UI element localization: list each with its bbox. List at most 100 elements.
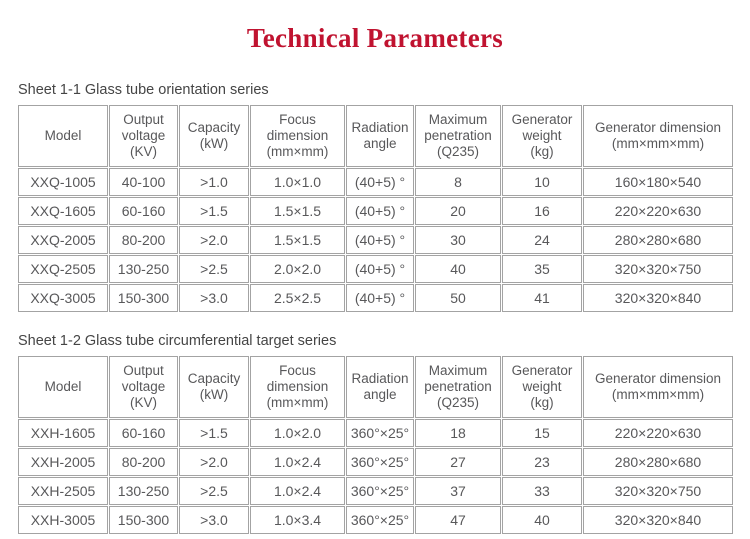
column-header-line: weight [522,128,562,143]
column-header-line: Output [123,363,164,378]
table-cell: (40+5) ° [346,226,414,254]
column-header-line: Generator dimension [594,371,722,386]
column-header-line: penetration [424,128,492,143]
table-cell: >2.5 [179,255,249,283]
column-header-focus-dimension: Focus dimension (mm×mm) [250,105,345,167]
column-header-radiation-angle: Radiation angle [346,105,414,167]
table-cell: >2.0 [179,226,249,254]
column-header-generator-dimension: Generator dimension (mm×mm×mm) [583,356,733,418]
table-cell: 150-300 [109,506,178,534]
table-cell: 160×180×540 [583,168,733,196]
column-header-output-voltage: Output voltage (KV) [109,105,178,167]
table-cell: 2.5×2.5 [250,284,345,312]
table-cell: 1.0×1.0 [250,168,345,196]
table-cell: (40+5) ° [346,284,414,312]
column-header-line: (Q235) [436,395,480,410]
column-header-maximum-penetration: Maximum penetration (Q235) [415,356,501,418]
column-header-line: (kW) [199,136,229,151]
column-header-output-voltage: Output voltage (KV) [109,356,178,418]
table-cell: 80-200 [109,226,178,254]
column-header-line: (mm×mm×mm) [611,387,705,402]
table-cell: 16 [502,197,582,225]
column-header-line: Radiation [351,120,409,135]
table-cell: 40-100 [109,168,178,196]
column-header-line: (mm×mm×mm) [611,136,705,151]
table-cell: 280×280×680 [583,448,733,476]
table-cell: XXH-1605 [18,419,108,447]
table-row: XXQ-1005 40-100 >1.0 1.0×1.0 (40+5) ° 8 10 160×… [18,168,733,196]
column-header-line: (Q235) [436,144,480,159]
column-header-line: weight [522,379,562,394]
column-header-line: Maximum [428,363,488,378]
column-header-focus-dimension: Focus dimension (mm×mm) [250,356,345,418]
column-header-line: Capacity [187,371,241,386]
table-cell: 27 [415,448,501,476]
column-header-generator-dimension: Generator dimension (mm×mm×mm) [583,105,733,167]
table-cell: 1.5×1.5 [250,197,345,225]
table-cell: XXQ-2505 [18,255,108,283]
table-cell: 30 [415,226,501,254]
table-cell: 47 [415,506,501,534]
glass-tube-circumferential-target-table: Model Output voltage (KV) Capacity (kW) Focus d… [17,355,734,535]
column-header-line: angle [363,387,397,402]
table-row: XXH-2005 80-200 >2.0 1.0×2.4 360°×25° 27 23 280… [18,448,733,476]
table-cell: 360°×25° [346,448,414,476]
table-cell: 33 [502,477,582,505]
table-row: XXQ-1605 60-160 >1.5 1.5×1.5 (40+5) ° 20 16 220… [18,197,733,225]
column-header-line: Model [44,379,82,394]
table-cell: 40 [502,506,582,534]
page-title: Technical Parameters [246,23,504,53]
column-header-line: Output [123,112,164,127]
table-cell: 1.0×2.0 [250,419,345,447]
column-header-generator-weight: Generator weight (kg) [502,356,582,418]
column-header-line: voltage [121,128,166,143]
column-header-capacity: Capacity (kW) [179,105,249,167]
column-header-line: Focus [279,112,316,127]
table-cell: 41 [502,284,582,312]
column-header-line: (KV) [130,144,157,159]
table-cell: 1.0×3.4 [250,506,345,534]
column-header-line: penetration [424,379,492,394]
table-cell: XXQ-3005 [18,284,108,312]
table-cell: 360°×25° [346,477,414,505]
table-cell: XXQ-2005 [18,226,108,254]
column-header-line: Generator [511,363,573,378]
table-cell: 23 [502,448,582,476]
column-header-line: Generator dimension [594,120,722,135]
table-cell: 150-300 [109,284,178,312]
table-row: XXQ-2005 80-200 >2.0 1.5×1.5 (40+5) ° 30 24 280… [18,226,733,254]
sheet-1-1-caption: Sheet 1-1 Glass tube orientation series [18,82,269,98]
table-cell: 24 [502,226,582,254]
table-cell: 130-250 [109,477,178,505]
table-cell: 40 [415,255,501,283]
table-row: XXQ-2505 130-250 >2.5 2.0×2.0 (40+5) ° 40 35 32… [18,255,733,283]
table-cell: 37 [415,477,501,505]
table-cell: (40+5) ° [346,168,414,196]
table-cell: XXQ-1005 [18,168,108,196]
table-cell: 360°×25° [346,506,414,534]
sheet-1-1-section: Sheet 1-1 Glass tube orientation series … [17,82,735,313]
table-cell: >3.0 [179,506,249,534]
table-cell: 320×320×840 [583,506,733,534]
table-cell: 360°×25° [346,419,414,447]
table-cell: 60-160 [109,197,178,225]
column-header-capacity: Capacity (kW) [179,356,249,418]
table-header-row: Model Output voltage (KV) Capacity (kW) Focus d… [18,356,733,418]
table-cell: 20 [415,197,501,225]
sheet-1-2-caption: Sheet 1-2 Glass tube circumferential tar… [18,333,337,349]
table-cell: 1.0×2.4 [250,448,345,476]
table-cell: >2.5 [179,477,249,505]
table-cell: 130-250 [109,255,178,283]
column-header-line: (mm×mm) [266,395,329,410]
table-cell: 8 [415,168,501,196]
table-cell: 1.0×2.4 [250,477,345,505]
column-header-line: dimension [266,379,329,394]
table-cell: 60-160 [109,419,178,447]
table-cell: 2.0×2.0 [250,255,345,283]
table-cell: >1.5 [179,419,249,447]
column-header-line: voltage [121,379,166,394]
table-cell: 1.5×1.5 [250,226,345,254]
table-cell: XXH-2505 [18,477,108,505]
table-cell: 320×320×750 [583,255,733,283]
table-cell: 18 [415,419,501,447]
